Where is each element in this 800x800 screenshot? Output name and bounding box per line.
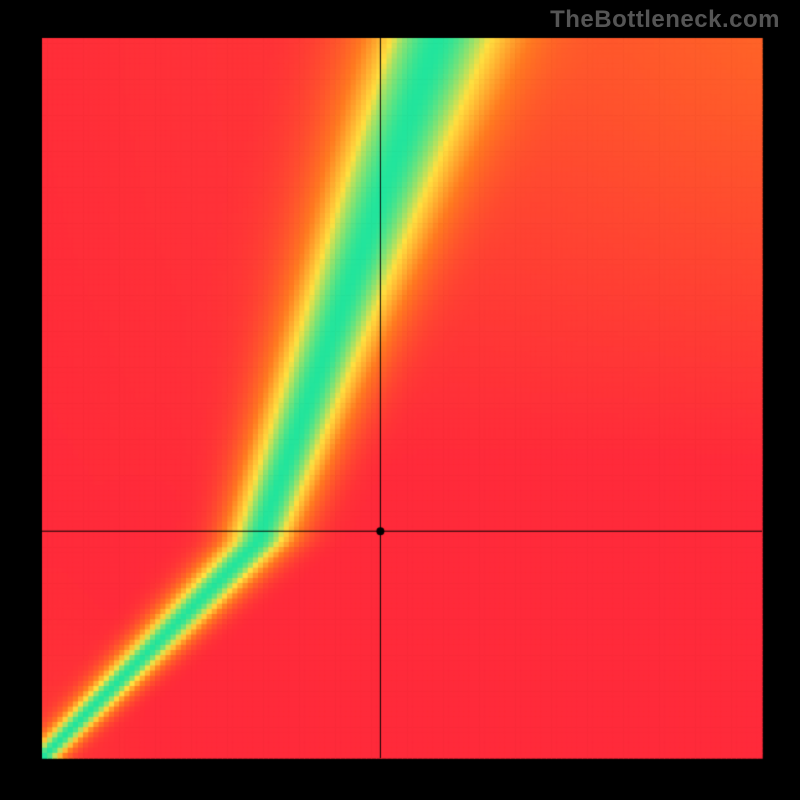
watermark-text: TheBottleneck.com <box>550 6 780 34</box>
bottleneck-heatmap <box>0 0 800 800</box>
chart-container: TheBottleneck.com <box>0 0 800 800</box>
